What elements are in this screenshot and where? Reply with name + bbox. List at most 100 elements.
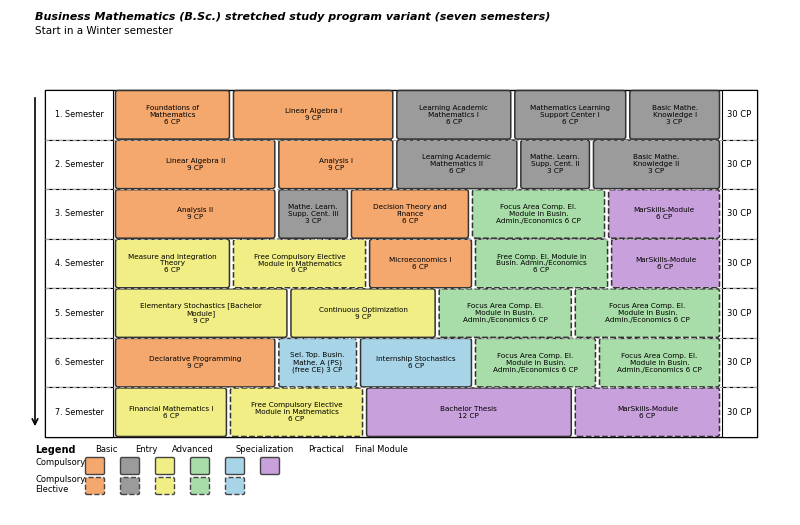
Text: Advanced: Advanced	[172, 445, 214, 454]
FancyBboxPatch shape	[115, 190, 275, 238]
Text: 30 CP: 30 CP	[727, 209, 752, 218]
Text: MarSkills-Module
6 CP: MarSkills-Module 6 CP	[617, 406, 678, 419]
FancyBboxPatch shape	[397, 90, 510, 139]
FancyBboxPatch shape	[594, 140, 719, 188]
FancyBboxPatch shape	[630, 90, 719, 139]
Text: Elementary Stochastics [Bachelor
Module]
9 CP: Elementary Stochastics [Bachelor Module]…	[140, 302, 262, 324]
Bar	[45, 189, 113, 239]
FancyBboxPatch shape	[279, 338, 357, 387]
Text: Analysis I
9 CP: Analysis I 9 CP	[319, 158, 353, 171]
FancyBboxPatch shape	[115, 140, 275, 188]
Text: Learning Academic
Mathematics II
6 CP: Learning Academic Mathematics II 6 CP	[422, 154, 491, 174]
Text: 30 CP: 30 CP	[727, 259, 752, 268]
Bar	[45, 140, 113, 189]
Text: Foundations of
Mathematics
6 CP: Foundations of Mathematics 6 CP	[146, 105, 199, 125]
FancyBboxPatch shape	[439, 289, 571, 338]
Text: Compulsory: Compulsory	[35, 458, 86, 467]
Text: 30 CP: 30 CP	[727, 358, 752, 367]
Text: MarSkills-Module
6 CP: MarSkills-Module 6 CP	[635, 257, 696, 270]
Text: Analysis II
9 CP: Analysis II 9 CP	[177, 207, 214, 220]
Text: Business Mathematics (B.Sc.) stretched study program variant (seven semesters): Business Mathematics (B.Sc.) stretched s…	[35, 12, 550, 22]
Text: Basic: Basic	[95, 445, 118, 454]
Text: Declarative Programming
9 CP: Declarative Programming 9 CP	[149, 356, 242, 369]
FancyBboxPatch shape	[226, 478, 245, 495]
Text: Sel. Top. Busin.
Mathe. A (PS)
(free CE) 3 CP: Sel. Top. Busin. Mathe. A (PS) (free CE)…	[290, 352, 345, 373]
FancyBboxPatch shape	[115, 338, 275, 387]
Text: Linear Algebra II
9 CP: Linear Algebra II 9 CP	[166, 158, 225, 171]
FancyBboxPatch shape	[261, 457, 279, 475]
Text: 3. Semester: 3. Semester	[54, 209, 103, 218]
FancyBboxPatch shape	[86, 478, 105, 495]
FancyBboxPatch shape	[115, 289, 287, 338]
Text: Mathe. Learn.
Supp. Cent. II
3 CP: Mathe. Learn. Supp. Cent. II 3 CP	[530, 154, 580, 174]
Text: Learning Academic
Mathematics I
6 CP: Learning Academic Mathematics I 6 CP	[419, 105, 488, 125]
Bar	[45, 387, 113, 437]
Bar	[722, 288, 757, 338]
Text: Microeconomics I
6 CP: Microeconomics I 6 CP	[390, 257, 452, 270]
FancyBboxPatch shape	[86, 457, 105, 475]
Text: Final Module: Final Module	[355, 445, 408, 454]
FancyBboxPatch shape	[190, 457, 210, 475]
Text: Legend: Legend	[35, 445, 75, 455]
Text: 30 CP: 30 CP	[727, 309, 752, 318]
Text: Focus Area Comp. El.
Module in Busin.
Admin./Economics 6 CP: Focus Area Comp. El. Module in Busin. Ad…	[617, 353, 702, 373]
Text: 30 CP: 30 CP	[727, 408, 752, 417]
Bar	[722, 338, 757, 387]
FancyBboxPatch shape	[609, 190, 719, 238]
FancyBboxPatch shape	[370, 239, 471, 288]
FancyBboxPatch shape	[190, 478, 210, 495]
Bar	[722, 140, 757, 189]
Text: Bachelor Thesis
12 CP: Bachelor Thesis 12 CP	[441, 406, 498, 419]
FancyBboxPatch shape	[226, 457, 245, 475]
Text: Basic Mathe.
Knowledge I
3 CP: Basic Mathe. Knowledge I 3 CP	[651, 105, 698, 125]
Text: 4. Semester: 4. Semester	[54, 259, 103, 268]
Text: Linear Algebra I
9 CP: Linear Algebra I 9 CP	[285, 108, 342, 121]
Text: 6. Semester: 6. Semester	[54, 358, 103, 367]
Text: Entry: Entry	[135, 445, 158, 454]
Text: Specialization: Specialization	[235, 445, 294, 454]
Bar	[45, 90, 113, 140]
Bar	[45, 239, 113, 288]
Text: Free Comp. El. Module in
Busin. Admin./Economics
6 CP: Free Comp. El. Module in Busin. Admin./E…	[496, 254, 587, 274]
Bar	[722, 239, 757, 288]
Text: Practical: Practical	[308, 445, 344, 454]
FancyBboxPatch shape	[291, 289, 435, 338]
FancyBboxPatch shape	[475, 239, 607, 288]
FancyBboxPatch shape	[351, 190, 469, 238]
FancyBboxPatch shape	[121, 478, 139, 495]
FancyBboxPatch shape	[397, 140, 517, 188]
Text: Measure and Integration
Theory
6 CP: Measure and Integration Theory 6 CP	[128, 254, 217, 274]
Text: Free Compulsory Elective
Module in Mathematics
6 CP: Free Compulsory Elective Module in Mathe…	[254, 254, 346, 274]
FancyBboxPatch shape	[115, 239, 230, 288]
FancyBboxPatch shape	[599, 338, 719, 387]
FancyBboxPatch shape	[279, 140, 393, 188]
FancyBboxPatch shape	[234, 90, 393, 139]
Text: 30 CP: 30 CP	[727, 160, 752, 169]
Text: 2. Semester: 2. Semester	[54, 160, 103, 169]
Bar	[45, 288, 113, 338]
Text: Mathe. Learn.
Supp. Cent. III
3 CP: Mathe. Learn. Supp. Cent. III 3 CP	[288, 204, 338, 224]
FancyBboxPatch shape	[475, 338, 595, 387]
Text: Decision Theory and
Finance
6 CP: Decision Theory and Finance 6 CP	[373, 204, 447, 224]
Bar	[722, 387, 757, 437]
Text: MarSkills-Module
6 CP: MarSkills-Module 6 CP	[634, 207, 694, 220]
FancyBboxPatch shape	[121, 457, 139, 475]
Text: 7. Semester: 7. Semester	[54, 408, 103, 417]
Text: Financial Mathematics I
6 CP: Financial Mathematics I 6 CP	[129, 406, 214, 419]
FancyBboxPatch shape	[279, 190, 347, 238]
Text: Focus Area Comp. El.
Module in Busin.
Admin./Economics 6 CP: Focus Area Comp. El. Module in Busin. Ad…	[462, 303, 548, 323]
Bar	[722, 189, 757, 239]
Text: Focus Area Comp. El.
Module in Busin.
Admin./Economics 6 CP: Focus Area Comp. El. Module in Busin. Ad…	[496, 204, 581, 224]
Text: 5. Semester: 5. Semester	[54, 309, 103, 318]
Text: Internship Stochastics
6 CP: Internship Stochastics 6 CP	[376, 356, 456, 369]
Text: 30 CP: 30 CP	[727, 110, 752, 119]
FancyBboxPatch shape	[234, 239, 366, 288]
FancyBboxPatch shape	[361, 338, 471, 387]
FancyBboxPatch shape	[515, 90, 626, 139]
FancyBboxPatch shape	[115, 388, 226, 436]
Bar	[722, 90, 757, 140]
FancyBboxPatch shape	[155, 457, 174, 475]
Text: Free Compulsory Elective
Module in Mathematics
6 CP: Free Compulsory Elective Module in Mathe…	[250, 402, 342, 422]
Text: Mathematics Learning
Support Center I
6 CP: Mathematics Learning Support Center I 6 …	[530, 105, 610, 125]
Text: Continuous Optimization
9 CP: Continuous Optimization 9 CP	[318, 307, 407, 320]
